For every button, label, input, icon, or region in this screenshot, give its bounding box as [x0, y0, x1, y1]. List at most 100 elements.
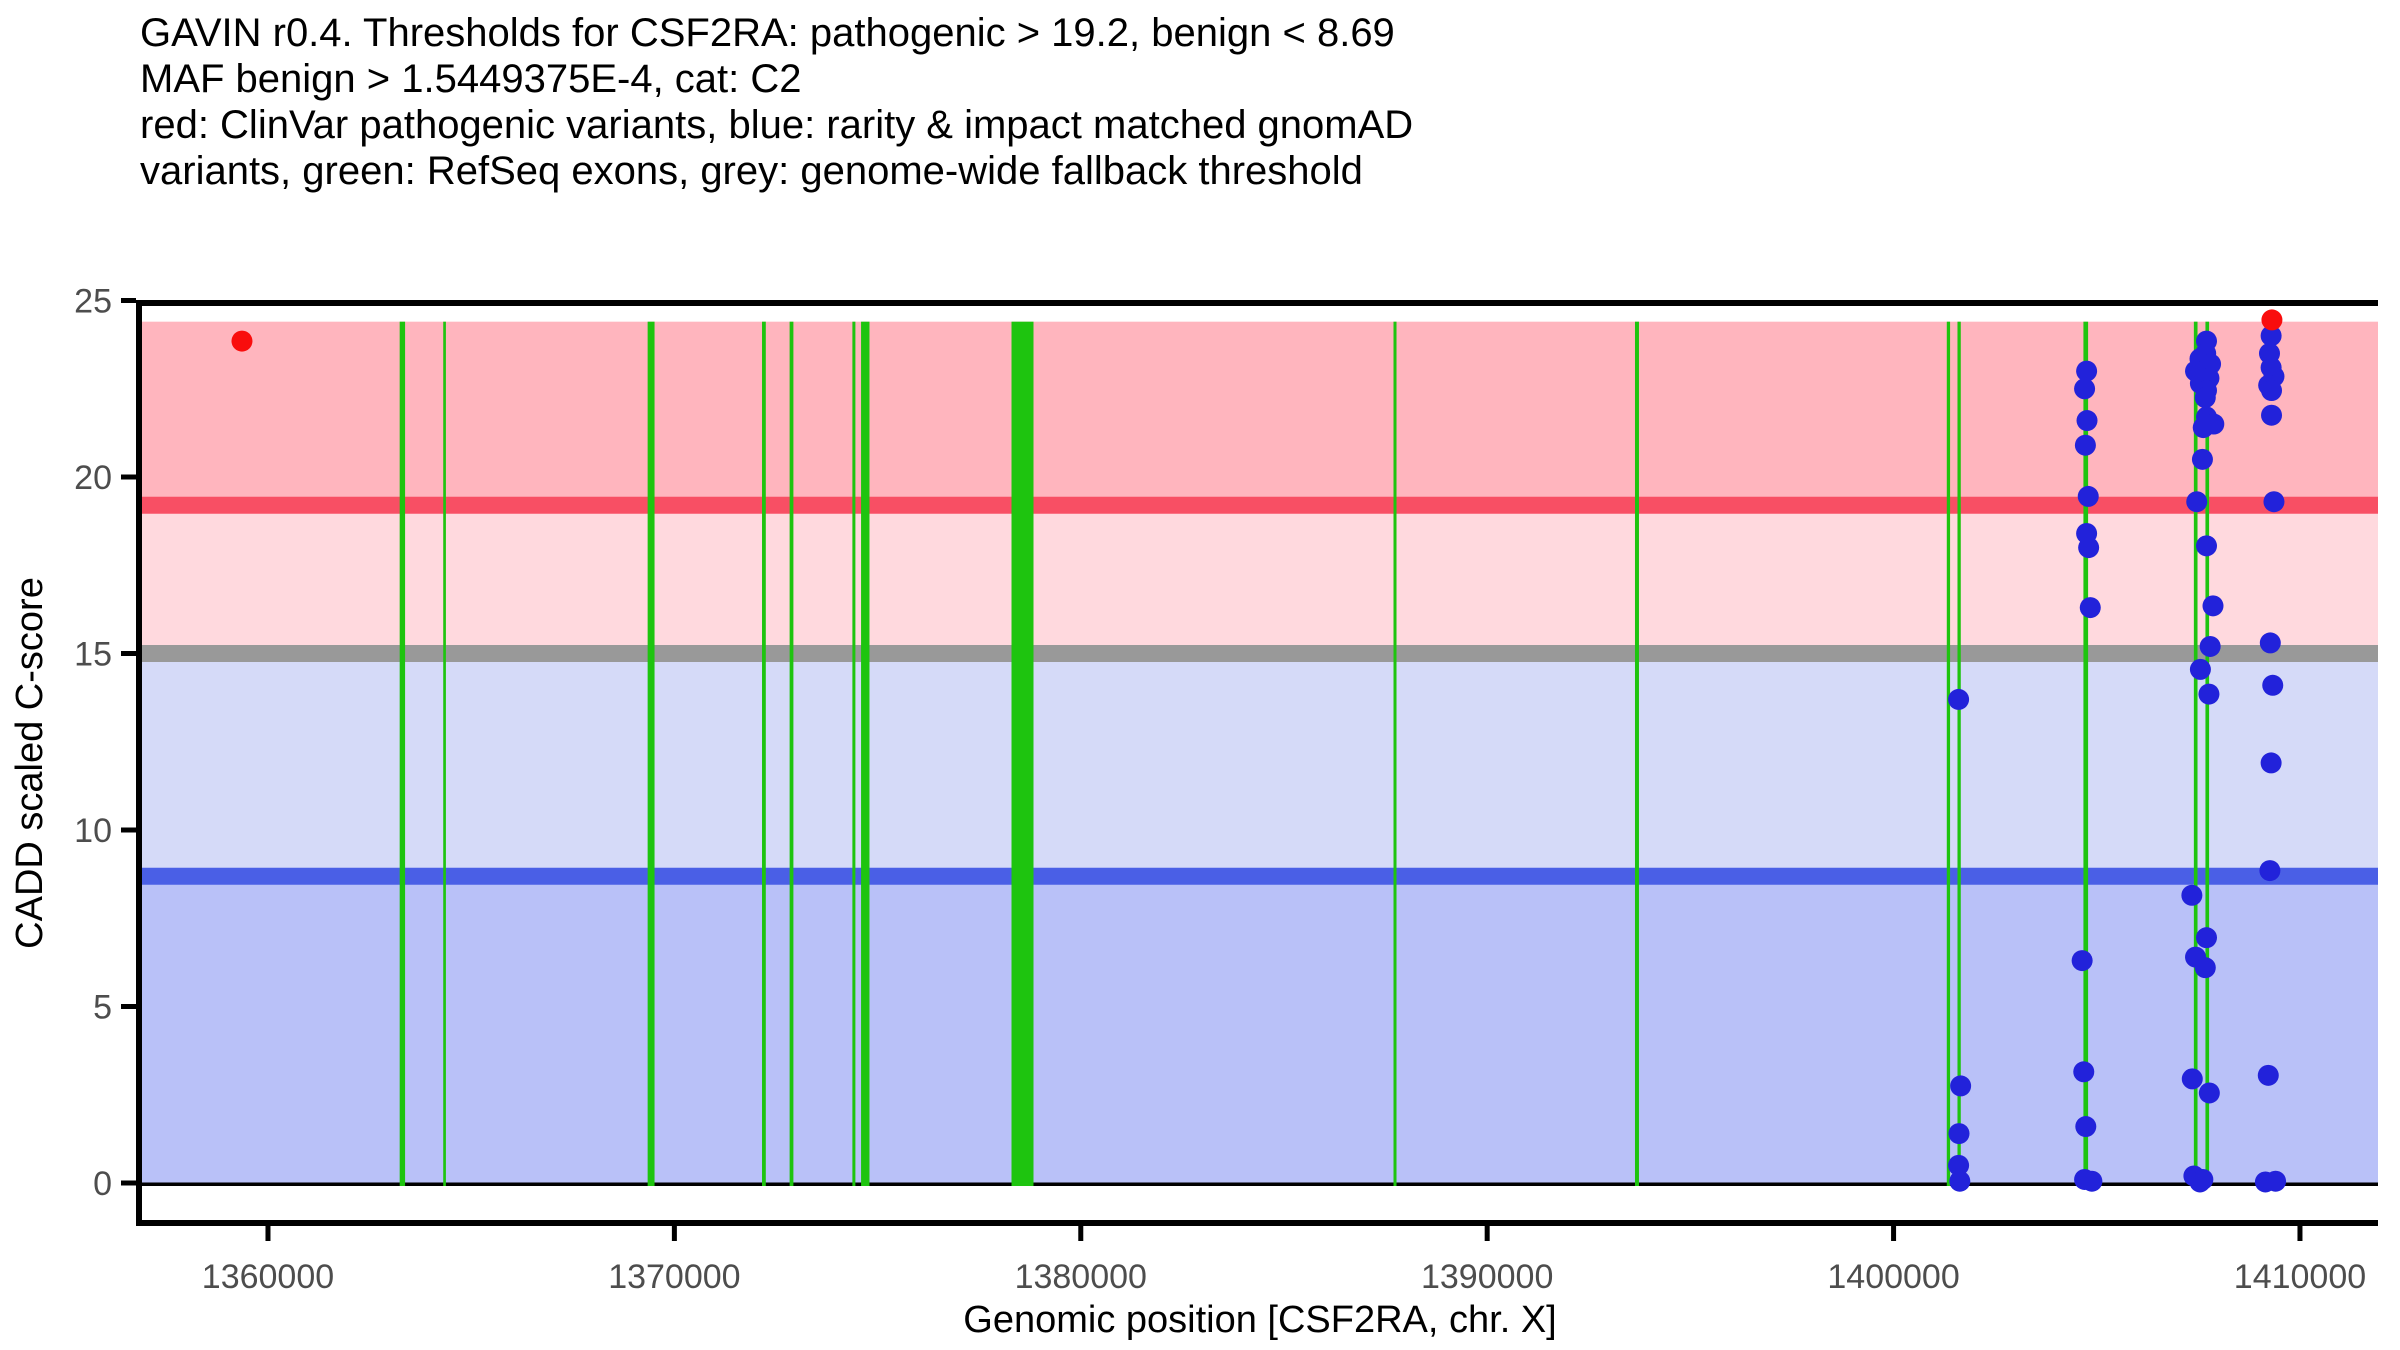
plot-title-line-4: variants, green: RefSeq exons, grey: gen… — [140, 149, 1363, 193]
x-axis-tick — [1891, 1226, 1897, 1241]
x-axis-tick — [671, 1226, 677, 1241]
gnomad-variant-point — [2259, 860, 2281, 882]
plot-title: GAVIN r0.4. Thresholds for CSF2RA: patho… — [140, 11, 1413, 193]
clinvar-variant-point — [2261, 309, 2283, 331]
gnomad-variant-point — [2198, 683, 2220, 705]
plot-panel — [142, 309, 2378, 1193]
refseq-exon-line — [789, 321, 794, 1186]
refseq-exon-line — [443, 321, 446, 1186]
gnomad-variant-point — [2259, 632, 2281, 654]
gnomad-variant-point — [2203, 413, 2225, 435]
gnomad-variant-point — [2181, 884, 2203, 906]
x-axis-title: Genomic position [CSF2RA, chr. X] — [963, 1299, 1556, 1341]
x-axis-tick — [265, 1226, 271, 1241]
refseq-exon-line — [647, 321, 655, 1186]
uncertain-upper-zone-band — [142, 505, 2378, 654]
gnomad-variant-point — [2074, 434, 2096, 456]
refseq-exon-line — [1634, 321, 1639, 1186]
x-tick-label: 1360000 — [202, 1258, 334, 1296]
gnomad-variant-point — [2071, 950, 2093, 972]
y-tick-label: 0 — [93, 1165, 112, 1203]
gnomad-variant-point — [2076, 360, 2098, 382]
gnomad-variant-point — [1948, 1123, 1970, 1145]
zero-baseline — [142, 1182, 2378, 1186]
x-axis-tick — [1484, 1226, 1490, 1241]
gnomad-variant-point — [2075, 1116, 2097, 1138]
refseq-exon-line — [852, 321, 856, 1186]
x-tick-label: 1400000 — [1827, 1258, 1959, 1296]
x-tick-label: 1410000 — [2234, 1258, 2366, 1296]
refseq-exon-line — [2083, 321, 2089, 1186]
gnomad-variant-point — [1948, 688, 1970, 710]
gnomad-variant-point — [2260, 325, 2282, 347]
y-tick-label: 5 — [93, 989, 112, 1027]
y-axis-tick — [121, 827, 136, 833]
benign-threshold-line — [142, 867, 2378, 885]
refseq-exon-line — [399, 321, 406, 1186]
gnomad-variant-point — [2196, 535, 2218, 557]
refseq-exon-line — [2193, 321, 2198, 1186]
y-tick-label: 10 — [74, 812, 112, 850]
gnomad-variant-point — [2261, 404, 2283, 426]
x-tick-label: 1380000 — [1015, 1258, 1147, 1296]
refseq-exon-line — [1957, 321, 1961, 1186]
refseq-exon-line — [861, 321, 870, 1186]
y-axis-tick — [121, 298, 136, 303]
benign-zone-band — [142, 876, 2378, 1183]
gnomad-variant-point — [2189, 658, 2211, 680]
gnomad-variant-point — [2194, 957, 2216, 979]
gnomad-variant-point — [2198, 1082, 2220, 1104]
gnomad-variant-point — [1949, 1170, 1971, 1192]
gnomad-variant-point — [2202, 595, 2224, 617]
gnomad-variant-point — [2181, 1068, 2203, 1090]
uncertain-lower-zone-band — [142, 653, 2378, 877]
gnomad-variant-point — [2265, 1170, 2287, 1192]
gnomad-variant-point — [1948, 1154, 1970, 1176]
plot-title-line-2: MAF benign > 1.5449375E-4, cat: C2 — [140, 57, 802, 101]
clinvar-variant-point — [231, 330, 253, 352]
y-axis-title: CADD scaled C-score — [9, 577, 51, 949]
plot-title-line-3: red: ClinVar pathogenic variants, blue: … — [140, 103, 1413, 147]
refseq-exon-line — [762, 321, 766, 1186]
y-axis-tick — [121, 1004, 136, 1009]
y-tick-label: 25 — [74, 283, 112, 321]
x-axis-tick — [2297, 1226, 2303, 1241]
gnomad-variant-point — [2074, 378, 2096, 400]
x-tick-label: 1390000 — [1421, 1258, 1553, 1296]
gnomad-variant-point — [2077, 485, 2099, 507]
gnomad-variant-point — [2260, 752, 2282, 774]
gnomad-variant-point — [2194, 387, 2216, 409]
gnomad-variant-point — [2079, 597, 2101, 619]
gnomad-variant-point — [2263, 491, 2285, 513]
gnomad-variant-point — [2191, 448, 2213, 470]
x-axis-tick — [1078, 1226, 1084, 1241]
gnomad-variant-point — [2076, 410, 2098, 432]
plot-axes: 0 5 10 15 20 25 1360000 1370000 1380000 1390000 14… — [74, 283, 2378, 1296]
pathogenic-threshold-line — [142, 496, 2378, 514]
refseq-exon-line — [1946, 321, 1951, 1186]
y-axis-tick — [121, 474, 136, 480]
gnomad-variant-point — [2078, 537, 2100, 559]
gnomad-variant-point — [2199, 635, 2221, 657]
gnomad-variant-point — [2261, 380, 2283, 402]
gnomad-variant-point — [2073, 1061, 2095, 1083]
y-tick-label: 15 — [74, 636, 112, 674]
panel-bottom-border — [136, 1220, 2378, 1226]
gnomad-variant-point — [2186, 491, 2208, 513]
x-tick-label: 1370000 — [608, 1258, 740, 1296]
fallback-threshold-line — [142, 645, 2378, 662]
gnomad-variant-point — [2262, 674, 2284, 696]
gnomad-variant-point — [2257, 1064, 2279, 1086]
y-axis-tick — [121, 651, 136, 656]
gnomad-variant-point — [2081, 1170, 2103, 1192]
y-axis-tick — [121, 1180, 136, 1186]
y-tick-label: 20 — [74, 459, 112, 497]
refseq-exon-line — [2205, 321, 2210, 1186]
gnomad-variant-point — [2189, 1171, 2211, 1193]
y-axis-line — [136, 300, 142, 1226]
gnomad-variant-point — [2196, 927, 2218, 949]
refseq-exon-line — [1011, 321, 1034, 1186]
plot-title-line-1: GAVIN r0.4. Thresholds for CSF2RA: patho… — [140, 11, 1395, 55]
